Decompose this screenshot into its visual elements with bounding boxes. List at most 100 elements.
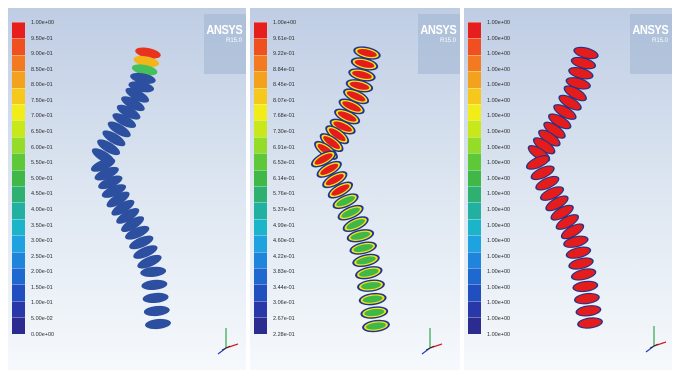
particle-core [362,295,383,303]
axis-triad-icon [217,328,239,355]
particle-core [353,244,373,253]
legend-tick-label: 1.00e-01 [31,300,53,307]
particle [140,266,167,277]
particle-core [356,256,376,265]
particle [131,64,158,76]
legend-swatch [254,71,267,88]
legend-swatch [12,202,25,219]
particle-core [541,187,563,200]
legend-swatch [468,268,481,285]
contour-plot [525,46,667,353]
legend-swatch [254,38,267,55]
particle-core [361,282,381,290]
legend-swatch [468,218,481,236]
legend-swatch [12,268,25,285]
particle-core [572,57,595,69]
particle [125,225,150,240]
legend-tick-label: 7.68e-01 [273,113,295,120]
legend-swatch [254,268,267,285]
particle [142,292,169,304]
legend-swatch [468,38,481,55]
particle [121,216,145,233]
particle-core [527,156,549,169]
legend-tick-label: 1.00e+00 [487,97,511,104]
legend-tick-label: 1.00e+00 [487,300,511,307]
particle-core [354,59,375,68]
legend-tick-label: 1.00e+00 [487,206,511,213]
legend-swatch [254,120,267,137]
legend-swatch [468,169,481,186]
legend-tick-label: 1.00e+00 [487,316,511,323]
particle [141,279,168,291]
legend-swatch [12,186,25,203]
particle-core [567,247,590,258]
legend-swatch [12,284,25,301]
legend-tick-label: 5.00e-02 [31,316,53,323]
legend-swatch [254,153,267,170]
particle-core [323,136,340,149]
legend-tick-label: 2.00e-01 [31,269,53,276]
legend-tick-label: 4.99e-01 [273,222,295,229]
legend-tick-label: 5.00e-01 [31,175,53,182]
legend-tick-label: 8.84e-01 [273,66,295,73]
legend-tick-label: 1.00e+00 [487,113,511,120]
particle-core [544,122,565,138]
particle [107,121,131,138]
legend-tick-label: 3.00e-01 [31,238,53,245]
particle-chain [90,47,171,330]
contour-plot [90,47,239,355]
release-label: R15.0 [225,38,242,44]
particle-core [346,91,366,102]
legend-tick-label: 1.00e+00 [31,20,55,26]
legend-swatch [12,317,25,334]
ansys-logo: ANSYS [420,22,456,37]
legend-swatch [254,202,267,219]
legend-swatch [468,87,481,104]
particle [145,318,171,330]
particle [125,87,150,103]
particle-core [328,128,346,142]
particle-core [341,207,360,218]
legend-tick-label: 8.45e-01 [273,82,295,89]
particle-core [337,111,357,122]
legend-tick-label: 1.00e+00 [487,253,511,260]
legend-tick-label: 1.00e+00 [487,51,511,58]
ansys-logo: ANSYS [632,22,668,37]
particle [97,139,121,156]
legend-tick-label: 1.00e+00 [487,222,511,229]
legend-tick-label: 7.30e-01 [273,129,295,136]
particle-core [333,121,352,132]
legend-swatch [468,22,481,39]
particle-core [336,196,355,207]
legend-tick-label: 9.61e-01 [273,35,295,42]
legend-swatch [468,284,481,301]
legend-swatch [12,54,25,72]
particle-core [575,294,599,304]
legend-tick-label: 9.22e-01 [273,51,295,58]
legend-swatch [468,317,481,334]
legend-tick-label: 2.67e-01 [273,316,295,323]
legend-tick-label: 1.00e+00 [487,160,511,167]
particle-core [352,70,372,79]
particle-core [350,231,371,240]
legend-swatch [12,153,25,170]
particle-core [559,95,581,110]
particle-core [536,176,558,190]
legend-swatch [254,104,267,121]
particle [94,166,119,181]
axis-triad-icon [421,328,443,355]
legend-tick-label: 6.00e-01 [31,144,53,151]
legend-tick-label: 9.00e-01 [31,51,53,58]
legend-tick-label: 1.00e+00 [487,175,511,182]
legend-tick-label: 4.00e-01 [31,206,53,213]
particle-chain [525,46,603,329]
legend-swatch [468,136,481,154]
legend-swatch [254,186,267,203]
legend-swatch [12,87,25,104]
particle-core [564,236,588,247]
particle-core [572,269,595,280]
particle-core [314,153,333,165]
particle-core [320,163,339,175]
contour-panel-right: 1.00e+00 1.00e+00 1.00e+00 1.00e+00 1.00e+00… [464,8,672,370]
